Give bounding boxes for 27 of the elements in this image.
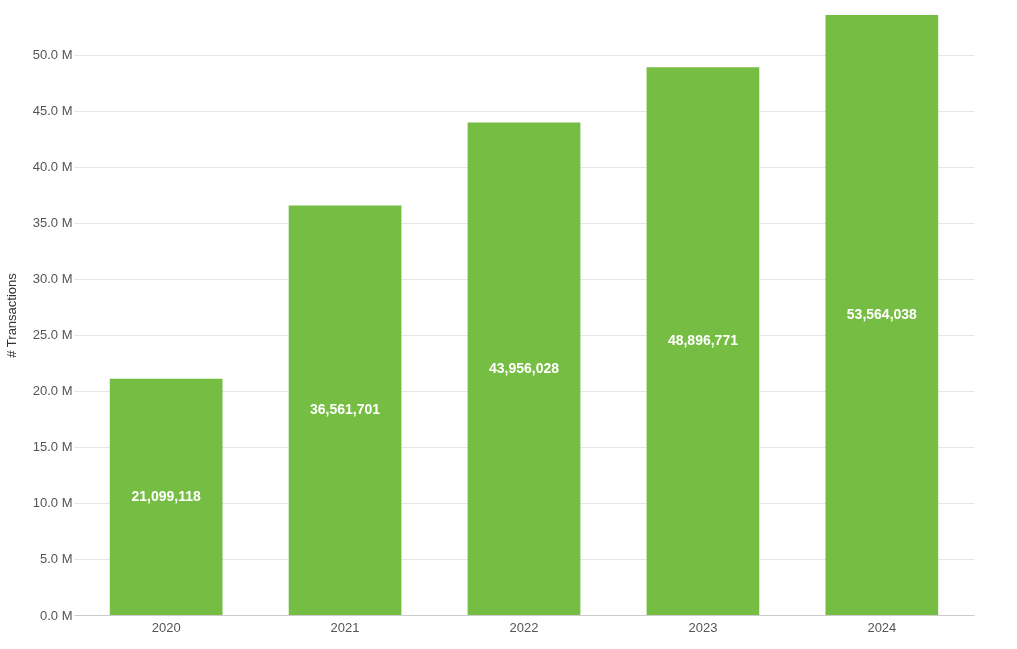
y-tick-label: 25.0 M	[32, 327, 73, 343]
x-tick-label: 2020	[151, 619, 181, 635]
bar	[646, 67, 760, 615]
x-tick-label: 2021	[330, 619, 360, 635]
y-tick-label: 15.0 M	[32, 439, 73, 455]
y-tick-label: 5.0 M	[39, 551, 73, 567]
x-tick-label: 2022	[509, 619, 539, 635]
x-tick-label: 2024	[867, 619, 897, 635]
data-label: 21,099,118	[131, 487, 202, 504]
y-axis-title: # Transactions	[3, 272, 19, 358]
data-label: 53,564,038	[846, 306, 918, 322]
x-tick-label: 2023	[688, 619, 718, 635]
y-tick-label: 20.0 M	[32, 383, 73, 399]
y-tick-label: 40.0 M	[32, 159, 73, 175]
bar	[825, 15, 939, 615]
bar	[467, 122, 581, 615]
data-label: 48,896,771	[667, 332, 739, 349]
data-label: 36,561,701	[310, 401, 381, 418]
data-label: 43,956,028	[488, 359, 560, 376]
y-tick-label: 45.0 M	[32, 103, 73, 119]
bar	[109, 378, 223, 615]
y-tick-label: 35.0 M	[32, 215, 73, 231]
y-tick-label: 0.0 M	[39, 607, 73, 623]
y-tick-label: 10.0 M	[32, 495, 73, 511]
bar	[288, 205, 402, 615]
y-tick-label: 50.0 M	[32, 47, 73, 63]
y-tick-label: 30.0 M	[32, 271, 73, 287]
